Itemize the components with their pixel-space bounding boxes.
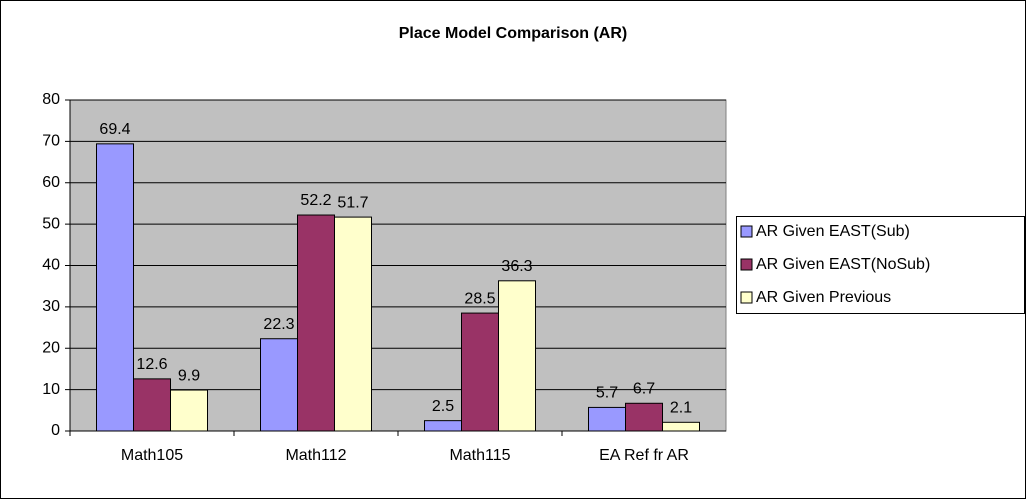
legend-swatch (740, 258, 753, 271)
y-tick-label: 60 (42, 174, 60, 191)
x-tick-label: Math105 (121, 447, 183, 464)
chart-title: Place Model Comparison (AR) (399, 25, 627, 42)
y-tick-label: 10 (42, 381, 60, 398)
bar (498, 280, 536, 432)
data-label: 69.4 (99, 121, 130, 138)
data-label: 9.9 (178, 367, 200, 384)
data-label: 2.5 (432, 398, 454, 415)
bar (625, 402, 663, 432)
bar (334, 216, 372, 432)
legend-swatch (740, 291, 753, 304)
legend (736, 216, 1025, 314)
data-label: 2.1 (670, 400, 692, 417)
data-label: 36.3 (501, 258, 532, 275)
bar (461, 312, 499, 432)
bar (662, 421, 700, 432)
data-label: 28.5 (464, 290, 495, 307)
data-label: 51.7 (337, 194, 368, 211)
data-label: 52.2 (300, 192, 331, 209)
x-tick-label: Math115 (449, 447, 510, 464)
y-tick-label: 80 (42, 91, 60, 108)
y-tick-label: 40 (42, 257, 60, 274)
bar (133, 378, 171, 432)
bar (96, 143, 134, 432)
y-tick-label: 50 (42, 215, 60, 232)
legend-label: AR Given Previous (756, 289, 891, 306)
y-tick-label: 30 (42, 298, 60, 315)
y-tick-label: 70 (42, 133, 60, 150)
legend-label: AR Given EAST(Sub) (756, 223, 910, 240)
data-label: 5.7 (596, 385, 618, 402)
bar (588, 406, 626, 432)
bar (424, 420, 462, 432)
data-label: 6.7 (633, 380, 655, 397)
bar (297, 214, 335, 432)
legend-label: AR Given EAST(NoSub) (756, 256, 930, 273)
data-label: 12.6 (136, 356, 167, 373)
x-tick-label: EA Ref fr AR (599, 447, 689, 464)
y-tick-label: 0 (51, 422, 60, 439)
bar (260, 338, 298, 432)
legend-swatch (740, 225, 753, 238)
data-label: 22.3 (263, 316, 294, 333)
y-tick-label: 20 (42, 339, 60, 356)
x-tick-label: Math112 (285, 447, 346, 464)
bar (170, 389, 208, 432)
